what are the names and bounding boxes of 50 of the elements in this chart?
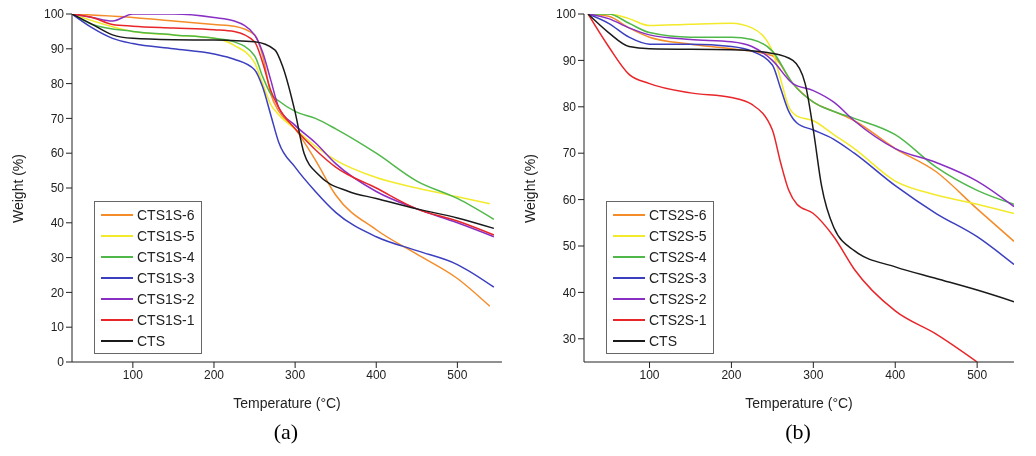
legend-label: CTS2S-3 [649,269,707,286]
legend-label: CTS1S-1 [137,311,195,328]
legend-label: CTS2S-5 [649,227,707,244]
x-tick-label: 200 [721,367,742,382]
y-tick-label: 40 [50,216,65,231]
y-tick-label: 30 [562,332,577,347]
x-tick-label: 300 [285,367,306,382]
legend-label: CTS2S-2 [649,290,707,307]
y-tick-label: 100 [555,7,577,22]
legend-label: CTS1S-6 [137,206,195,223]
legend-label: CTS1S-2 [137,290,195,307]
y-tick-label: 40 [562,285,577,300]
x-tick-label: 400 [366,367,387,382]
legend-label: CTS2S-1 [649,311,707,328]
x-tick-label: 100 [639,367,660,382]
text: (a) [272,419,300,445]
x-tick-label: 400 [885,367,906,382]
legend-label: CTS1S-3 [137,269,195,286]
y-tick-label: 70 [50,111,65,126]
x-tick-label: 200 [203,367,225,382]
y-tick-label: 60 [50,146,65,161]
x-axis-title: Temperature (°C) [233,395,341,411]
text: (b) [784,419,812,445]
y-tick-label: 60 [562,192,577,207]
y-tick-label: 80 [562,100,577,115]
legend-label: CTS [137,332,165,349]
legend-label: CTS2S-4 [649,248,707,265]
y-tick-label: 20 [50,285,65,300]
y-axis-title: Weight (%) [9,154,26,223]
y-tick-label: 10 [50,320,65,335]
y-tick-label: 0 [57,355,65,370]
x-tick-label: 500 [447,367,468,382]
x-tick-label: 100 [122,367,144,382]
x-axis-title: Temperature (°C) [745,395,853,411]
y-tick-label: 80 [50,76,65,91]
y-tick-label: 50 [562,239,577,254]
y-tick-label: 50 [50,181,65,196]
x-tick-label: 300 [803,367,824,382]
y-tick-label: 100 [43,7,65,22]
legend-label: CTS1S-4 [137,248,195,265]
x-tick-label: 500 [967,367,988,382]
y-tick-label: 70 [562,146,577,161]
legend-label: CTS2S-6 [649,206,707,223]
y-tick-label: 30 [50,250,65,265]
line-series [587,14,978,362]
legend-label: CTS [649,332,677,349]
y-axis-title: Weight (%) [521,154,538,223]
legend-label: CTS1S-5 [137,227,195,244]
y-tick-label: 90 [50,42,65,57]
y-tick-label: 90 [562,53,577,68]
